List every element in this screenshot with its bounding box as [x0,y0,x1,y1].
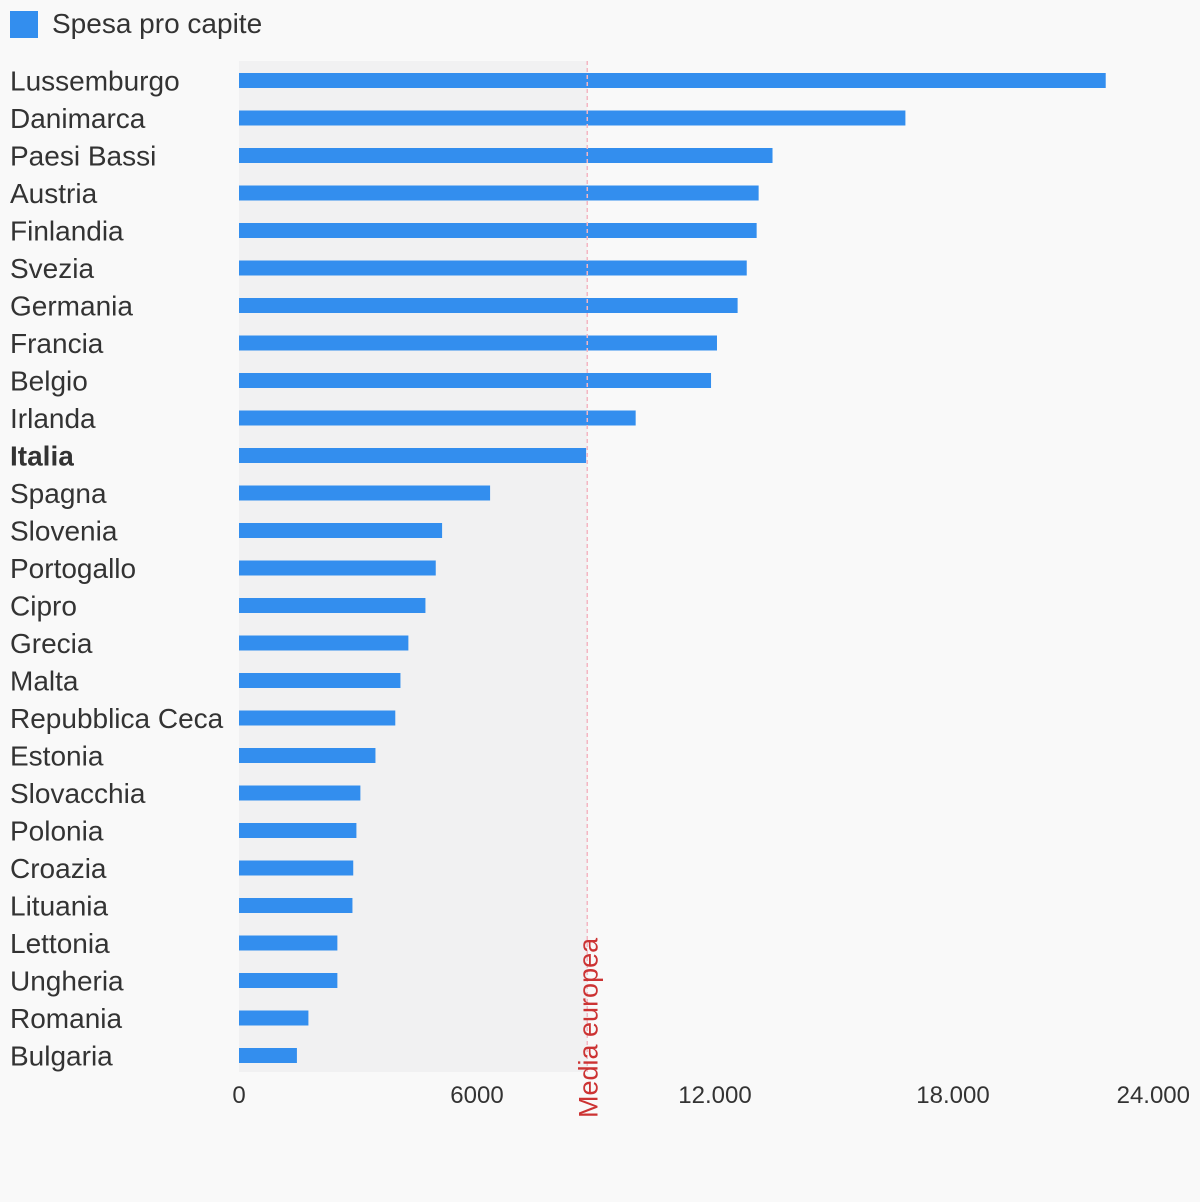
bar-malta [239,673,401,688]
x-tick-label: 24.000 [1117,1082,1190,1109]
category-label: Bulgaria [10,1041,113,1072]
category-label: Svezia [10,253,94,284]
category-label: Belgio [10,366,88,397]
bar-polonia [239,823,357,838]
bar-lituania [239,898,353,913]
bar-francia [239,335,717,351]
category-label: Germania [10,291,133,322]
bar-portogallo [239,560,436,576]
category-label: Paesi Bassi [10,141,156,172]
bar-slovenia [239,523,443,538]
legend-label: Spesa pro capite [52,8,263,39]
category-label: Finlandia [10,216,124,247]
x-tick-label: 6000 [450,1082,503,1109]
bar-slovacchia [239,785,361,801]
x-tick-label: 0 [232,1082,245,1109]
category-label: Slovacchia [10,778,146,809]
category-label: Croazia [10,853,107,884]
bar-belgio [239,373,712,388]
category-label: Italia [10,441,74,472]
bar-lettonia [239,935,338,951]
category-label: Repubblica Ceca [10,703,224,734]
bar-finlandia [239,223,757,238]
legend-swatch [10,10,38,38]
bar-romania [239,1010,309,1026]
reference-line-label: Media europea [573,937,603,1118]
bar-repubblica-ceca [239,710,396,726]
bar-ungheria [239,973,338,988]
x-tick-label: 12.000 [678,1082,751,1109]
category-label: Slovenia [10,516,118,547]
category-label: Spagna [10,478,107,509]
category-label: Polonia [10,816,104,847]
category-label: Lettonia [10,928,110,959]
category-label: Lituania [10,891,109,922]
bar-austria [239,185,759,201]
category-label: Austria [10,178,98,209]
bar-bulgaria [239,1048,297,1063]
bar-paesi-bassi [239,148,773,163]
category-label: Malta [10,666,79,697]
category-label: Ungheria [10,966,124,997]
bar-lussemburgo [239,73,1106,88]
category-label: Francia [10,328,104,359]
bar-danimarca [239,110,906,126]
x-tick-label: 18.000 [916,1082,989,1109]
category-label: Cipro [10,591,77,622]
bar-spagna [239,485,491,501]
bar-cipro [239,598,426,613]
legend: Spesa pro capite [10,8,262,40]
bar-estonia [239,748,376,763]
category-label: Grecia [10,628,93,659]
bar-svezia [239,260,747,276]
category-label: Romania [10,1003,122,1034]
category-label: Irlanda [10,403,96,434]
category-label: Danimarca [10,103,146,134]
bar-italia [239,448,587,463]
bar-croazia [239,860,354,876]
bar-germania [239,298,738,313]
bar-grecia [239,635,409,651]
bar-irlanda [239,410,636,426]
category-label: Portogallo [10,553,136,584]
category-label: Estonia [10,741,104,772]
category-label: Lussemburgo [10,66,180,97]
